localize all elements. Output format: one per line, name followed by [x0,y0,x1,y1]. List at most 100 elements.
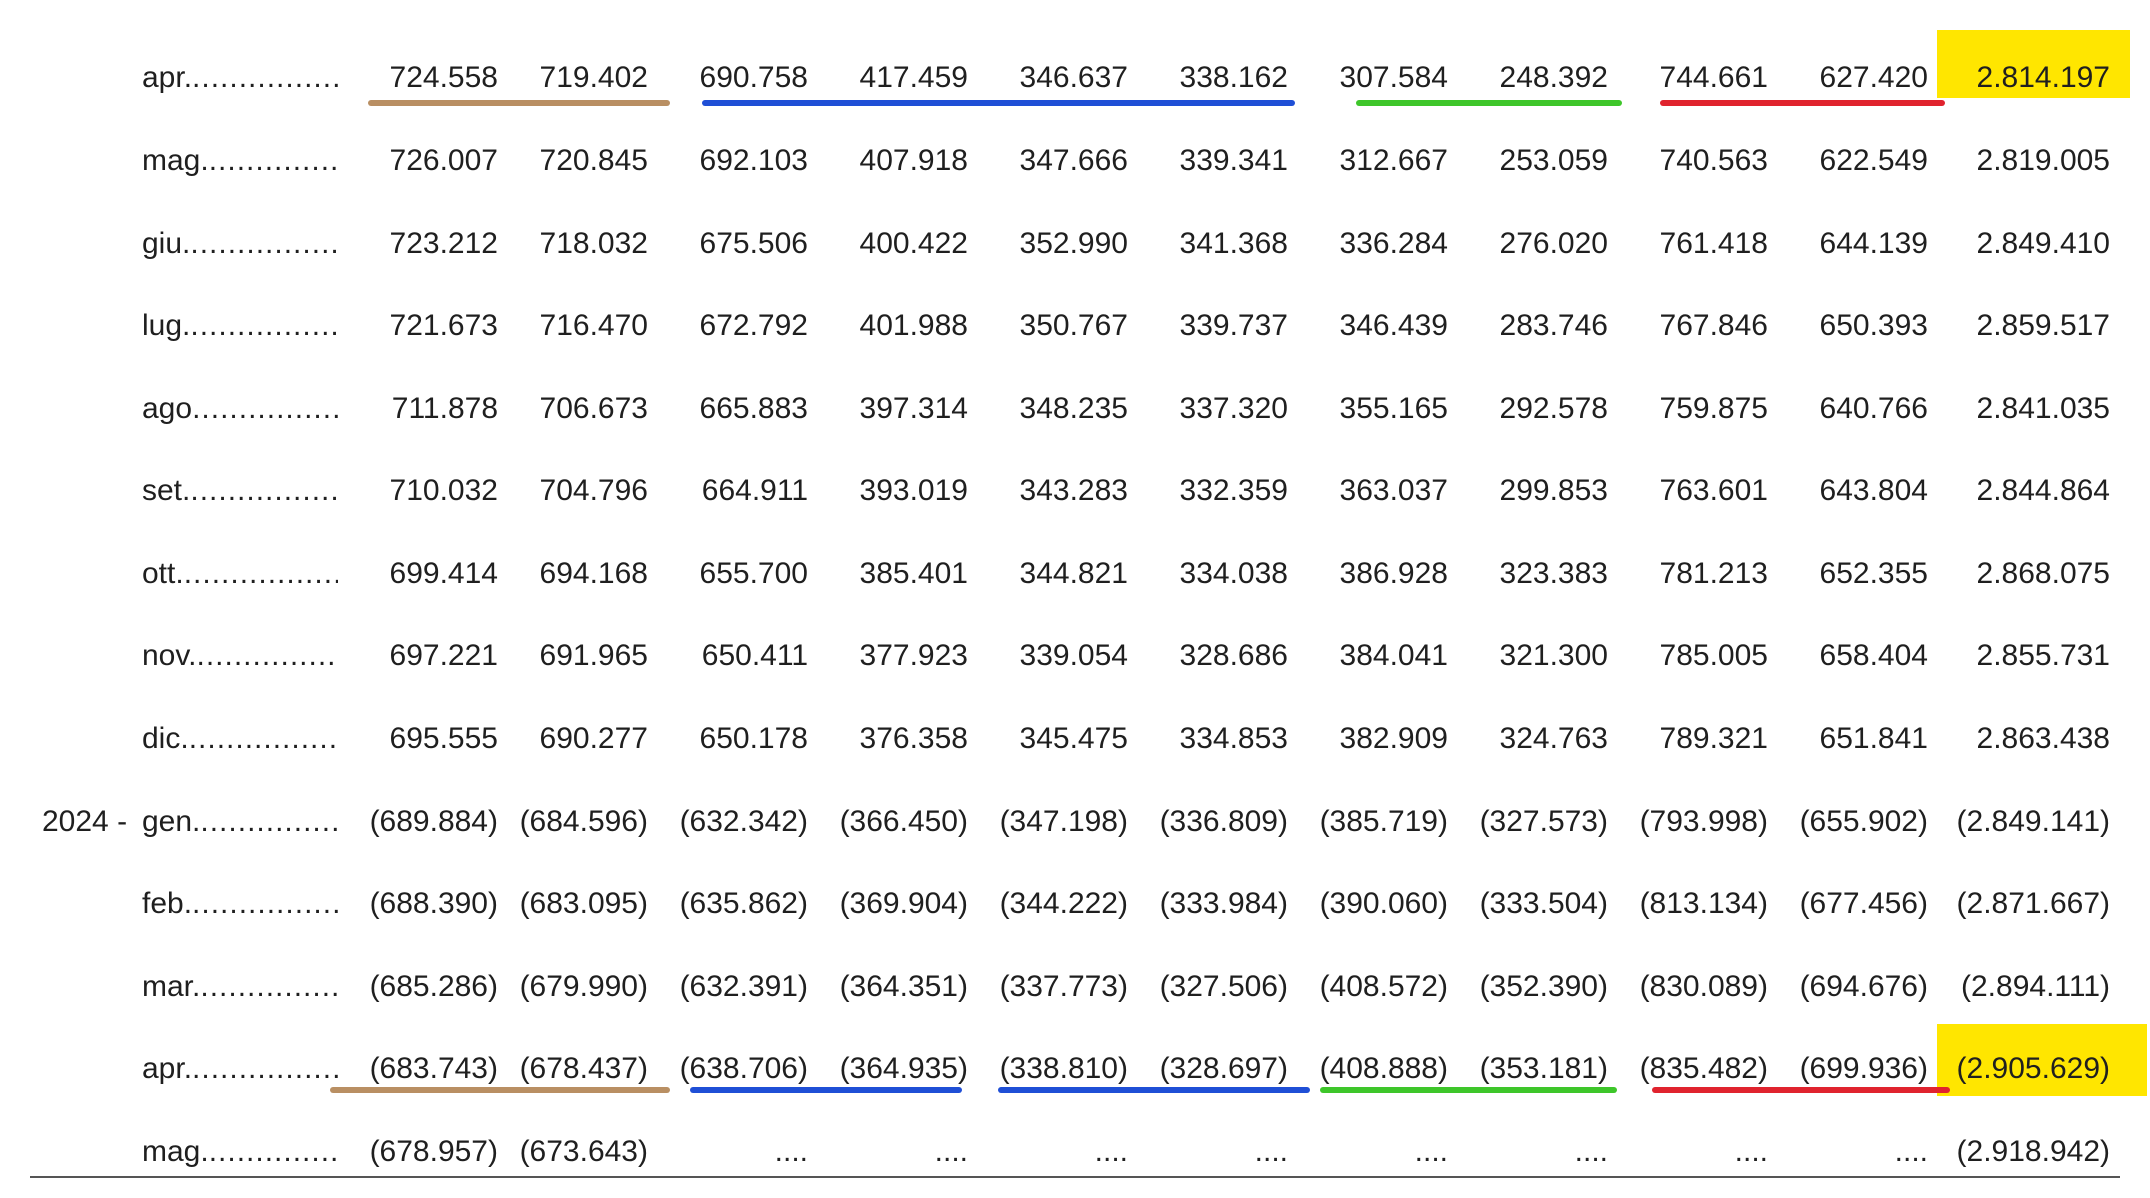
value-cell: 355.165 [1339,392,1448,425]
value-cell: 307.584 [1339,61,1448,94]
value-cell: (679.990) [519,970,648,1003]
value-cell: .... [1574,1135,1608,1168]
value-cell: 692.103 [699,144,808,177]
value-cell: 672.792 [699,309,808,342]
table-row: mar.....................................… [0,957,2150,1017]
value-cell: (677.456) [1799,887,1928,920]
year-prefix: 2024 - [42,805,128,838]
value-cell: 2.819.005 [1976,144,2110,177]
row-label: apr.....................................… [142,48,340,108]
value-cell: (678.437) [519,1052,648,1085]
value-cell: (390.060) [1319,887,1448,920]
row-label-text: mag. [142,144,209,177]
value-cell: (338.810) [999,1052,1128,1085]
value-cell: 2.844.864 [1976,474,2110,507]
row-label-text: feb. [142,887,193,920]
value-cell: 382.909 [1339,722,1448,755]
value-cell: 711.878 [391,392,498,425]
value-cell: 346.439 [1339,309,1448,342]
value-cell: (2.849.141) [1956,805,2110,838]
value-cell: 407.918 [859,144,968,177]
value-cell: 339.341 [1179,144,1288,177]
value-cell: (688.390) [369,887,498,920]
value-cell: (2.894.111) [1961,970,2110,1003]
leader-dots: ........................................ [183,557,338,590]
table-row: ago.....................................… [0,379,2150,439]
value-cell: 716.470 [539,309,648,342]
value-cell: (364.935) [839,1052,968,1085]
value-cell: 724.558 [389,61,498,94]
value-cell: 348.235 [1019,392,1128,425]
row-label: lug.....................................… [142,296,340,356]
value-cell: (328.697) [1159,1052,1288,1085]
green-underline [1320,1087,1617,1093]
value-cell: 740.563 [1659,144,1768,177]
value-cell: 2.868.075 [1976,557,2110,590]
value-cell: (813.134) [1639,887,1768,920]
value-cell: (333.504) [1479,887,1608,920]
leader-dots: ........................................ [208,144,338,177]
value-cell: (683.095) [519,887,648,920]
value-cell: (369.904) [839,887,968,920]
row-label-text: apr. [142,1052,193,1085]
row-label-text: ago [142,392,193,425]
value-cell: 710.032 [389,474,498,507]
value-cell: (632.342) [679,805,808,838]
value-cell: 400.422 [859,227,968,260]
value-cell: (685.286) [369,970,498,1003]
total-highlight [1937,30,2130,98]
value-cell: 323.383 [1499,557,1608,590]
total-highlight [1937,1024,2147,1096]
value-cell: (684.596) [519,805,648,838]
leader-dots: ........................................ [196,639,338,672]
value-cell: 276.020 [1499,227,1608,260]
value-cell: 336.284 [1339,227,1448,260]
value-cell: 723.212 [389,227,498,260]
value-cell: 377.923 [859,639,968,672]
table-row: set.....................................… [0,461,2150,521]
green-underline [1356,100,1622,106]
value-cell: 706.673 [539,392,648,425]
leader-dots: ........................................ [200,970,338,1003]
value-cell: 643.804 [1819,474,1928,507]
value-cell: 292.578 [1499,392,1608,425]
value-cell: 690.758 [699,61,808,94]
value-cell: 763.601 [1659,474,1768,507]
value-cell: (366.450) [839,805,968,838]
table-row: ott.....................................… [0,544,2150,604]
table-row: mag.....................................… [0,131,2150,191]
value-cell: 726.007 [389,144,498,177]
leader-dots: ........................................ [192,392,338,425]
table-row: apr.....................................… [0,1039,2150,1099]
table-row: dic.....................................… [0,709,2150,769]
value-cell: 652.355 [1819,557,1928,590]
value-cell: 650.393 [1819,309,1928,342]
value-cell: (364.351) [839,970,968,1003]
red-underline [1660,100,1945,106]
table-row: feb.....................................… [0,874,2150,934]
value-cell: (327.506) [1159,970,1288,1003]
value-cell: 338.162 [1179,61,1288,94]
value-cell: (655.902) [1799,805,1928,838]
value-cell: 347.666 [1019,144,1128,177]
leader-dots: ........................................ [190,474,338,507]
table-bottom-rule [30,1176,2120,1178]
value-cell: 346.637 [1019,61,1128,94]
value-cell: (353.181) [1479,1052,1608,1085]
value-cell: 337.320 [1179,392,1288,425]
value-cell: 691.965 [539,639,648,672]
value-cell: 328.686 [1179,639,1288,672]
row-label-text: giu. [142,227,191,260]
value-cell: 350.767 [1019,309,1128,342]
row-label: set.....................................… [142,461,340,521]
value-cell: 386.928 [1339,557,1448,590]
value-cell: 675.506 [699,227,808,260]
value-cell: (327.573) [1479,805,1608,838]
row-label-text: gen. [142,805,201,838]
value-cell: (673.643) [519,1135,648,1168]
leader-dots: ........................................ [208,1135,338,1168]
row-label: feb.....................................… [142,874,340,934]
value-cell: 312.667 [1339,144,1448,177]
value-cell: 2.814.197 [1976,61,2110,94]
row-label: nov.....................................… [142,626,340,686]
